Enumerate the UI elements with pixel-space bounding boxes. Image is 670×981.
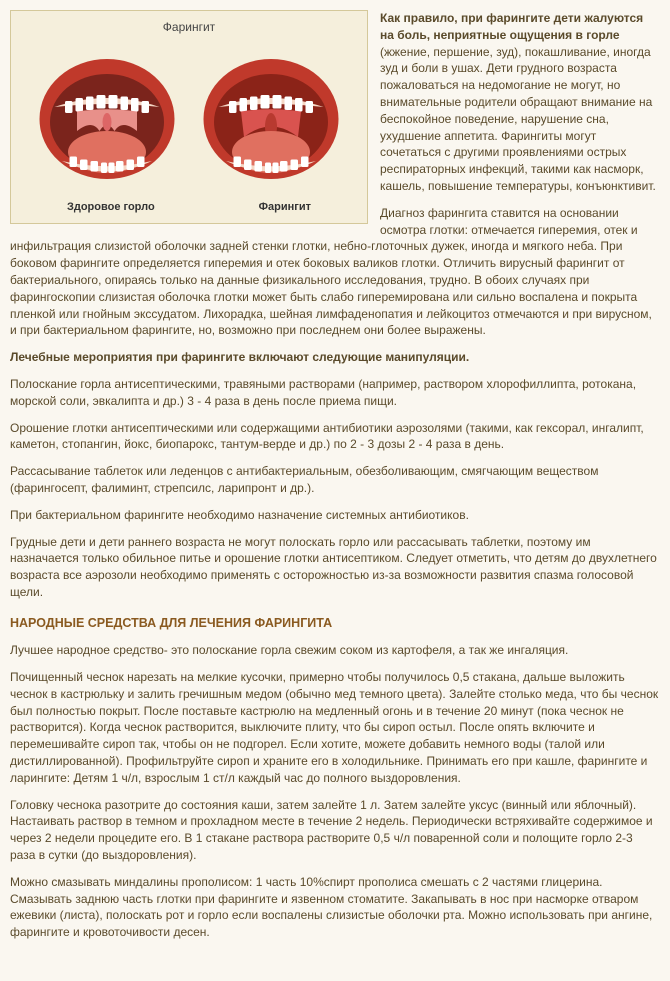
folk-remedies-heading: НАРОДНЫЕ СРЕДСТВА ДЛЯ ЛЕЧЕНИЯ ФАРИНГИТА [10,615,660,633]
folk-garlic-vinegar: Головку чеснока разотрите до состояния к… [10,797,660,864]
figure-pharyngitis: Фарингит [10,10,368,224]
treatment-tablets: Рассасывание таблеток или леденцов с ант… [10,463,660,497]
treatment-gargle: Полоскание горла антисептическими, травя… [10,376,660,410]
symptoms-rest: (жжение, першение, зуд), покашливание, и… [380,45,656,193]
caption-healthy: Здоровое горло [67,200,155,215]
treatment-heading: Лечебные мероприятия при фарингите включ… [10,349,660,366]
diagnosis-paragraph: Диагноз фарингита ставится на основании … [10,205,660,339]
treatment-antibiotics: При бактериальном фарингите необходимо н… [10,507,660,524]
folk-garlic-honey: Почищенный чеснок нарезать на мелкие кус… [10,669,660,787]
folk-potato: Лучшее народное средство- это полоскание… [10,642,660,659]
treatment-aerosol: Орошение глотки антисептическими или сод… [10,420,660,454]
treatment-infants: Грудные дети и дети раннего возраста не … [10,534,660,601]
mouth-images [15,44,363,194]
folk-propolis: Можно смазывать миндалины прополисом: 1 … [10,874,660,941]
figure-title: Фарингит [15,19,363,36]
caption-pharyngitis: Фарингит [259,200,311,215]
symptoms-lead: Как правило, при фарингите дети жалуются… [380,11,643,42]
healthy-throat-image [32,44,182,194]
pharyngitis-throat-image [196,44,346,194]
